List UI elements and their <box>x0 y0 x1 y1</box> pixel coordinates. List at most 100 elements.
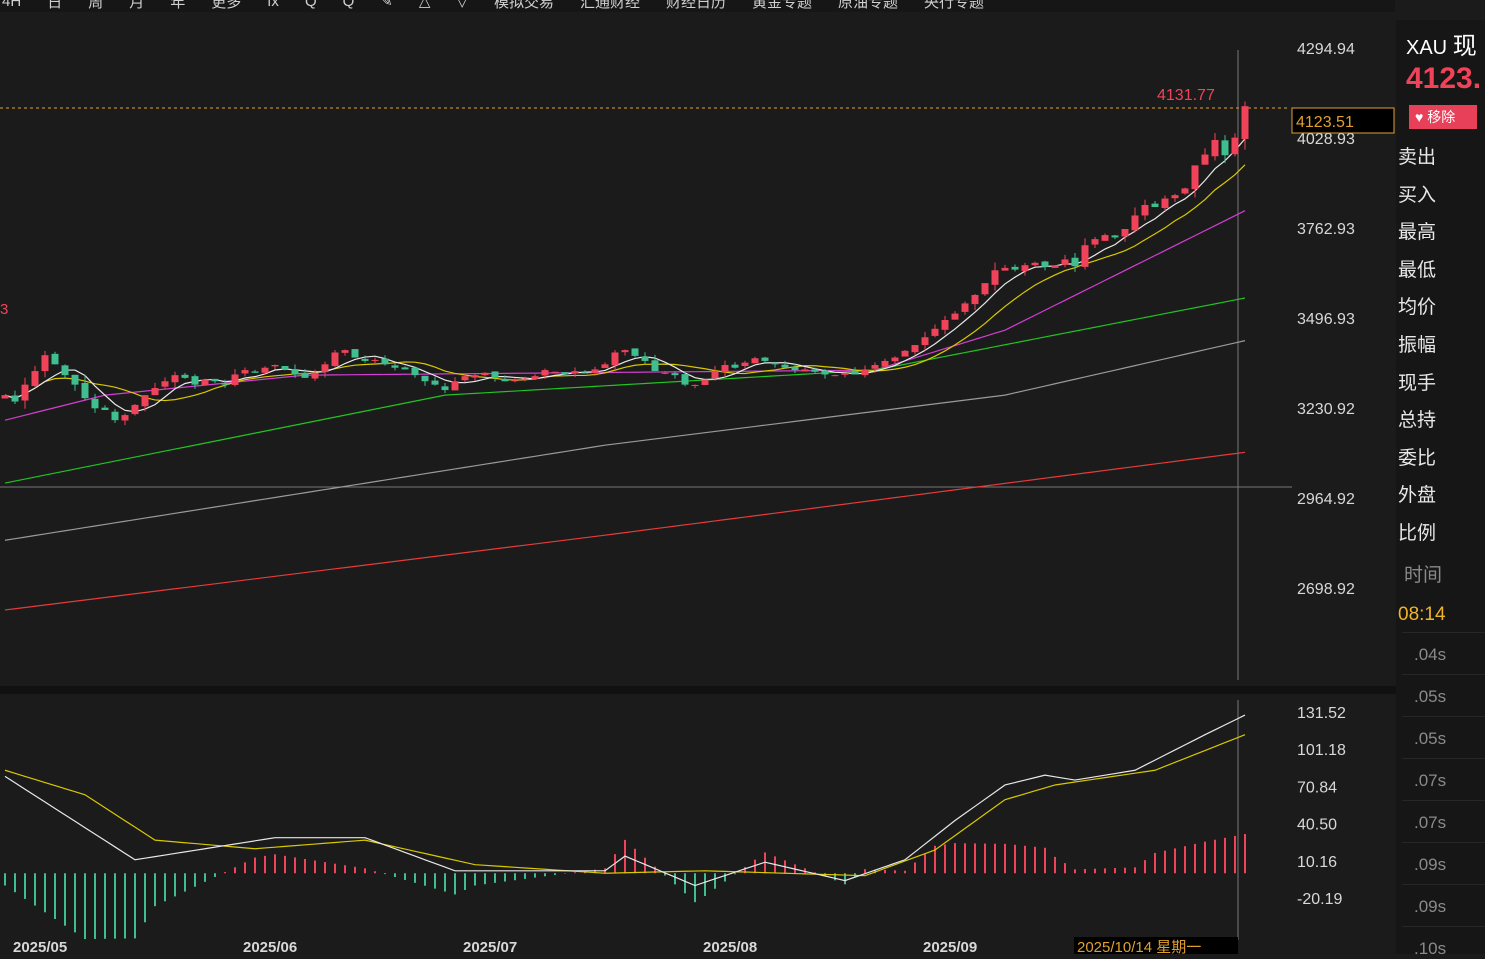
toolbar-item[interactable]: 原油专题 <box>838 0 899 11</box>
side-label: 比例 <box>1398 523 1437 544</box>
ma-line-ma270 <box>4 451 1246 611</box>
candle-body <box>661 372 669 374</box>
candle-body <box>1041 261 1049 267</box>
candle-body <box>1131 215 1139 231</box>
current-price-label: 4123.51 <box>1296 114 1354 131</box>
candle-body <box>681 374 689 385</box>
candle-body <box>131 404 139 415</box>
candle-body <box>301 372 309 378</box>
toolbar-item[interactable]: fx <box>267 0 279 10</box>
remove-favorite-button[interactable]: ♥ 移除 <box>1409 105 1477 129</box>
candle-body <box>961 303 969 312</box>
candle-body <box>981 283 989 295</box>
candle-body <box>461 376 469 381</box>
macd-axis-tick: 40.50 <box>1297 817 1337 834</box>
candle-body <box>41 355 49 372</box>
candle-body <box>451 381 459 391</box>
toolbar-item[interactable]: △ <box>418 0 431 10</box>
candle-body <box>141 395 149 407</box>
toolbar-item[interactable]: 周 <box>88 0 104 11</box>
candle-body <box>1201 154 1209 165</box>
candle-body <box>1061 259 1069 265</box>
candle-body <box>1 395 9 399</box>
current-price: 4123. <box>1406 62 1482 95</box>
candle-body <box>1171 195 1179 199</box>
candle-body <box>561 372 569 375</box>
candle-body <box>181 374 189 378</box>
candle-body <box>921 337 929 346</box>
current-price-box <box>1291 107 1395 134</box>
candle-body <box>541 370 549 376</box>
candle-body <box>241 370 249 374</box>
ma10-line <box>4 164 1246 402</box>
high-marker-label: 4131.77 <box>1157 87 1215 104</box>
toolbar-item[interactable]: 汇通财经 <box>579 0 640 11</box>
toolbar-item[interactable]: ✎ <box>380 0 393 10</box>
candle-body <box>581 372 589 374</box>
toolbar-item[interactable]: 年 <box>170 0 186 11</box>
candle-body <box>791 366 799 371</box>
candle-body <box>101 407 109 411</box>
time-row: .07s <box>1414 771 1447 790</box>
candle-body <box>951 313 959 320</box>
candle-body <box>801 369 809 372</box>
heart-icon: ♥ <box>1415 109 1424 125</box>
candle-body <box>481 372 489 376</box>
price-axis-tick: 3762.93 <box>1297 221 1355 238</box>
candle-body <box>1031 262 1039 266</box>
candle-body <box>601 364 609 369</box>
macd-axis-tick: -20.19 <box>1297 891 1342 908</box>
time-row: .10s <box>1414 939 1447 958</box>
toolbar-item[interactable]: 财经日历 <box>665 0 726 11</box>
candle-body <box>291 369 299 375</box>
candle-body <box>381 358 389 365</box>
macd-axis-tick: 10.16 <box>1297 854 1337 871</box>
candle-body <box>1161 198 1169 209</box>
toolbar-item[interactable]: 4H <box>2 0 22 10</box>
candle-body <box>431 380 439 385</box>
candle-body <box>21 384 29 401</box>
crosshair-date-label: 2025/10/14 星期一 <box>1077 939 1201 954</box>
candle-body <box>1211 140 1219 157</box>
ma-line-ma26 <box>4 210 1246 421</box>
toolbar-item[interactable]: 央行专题 <box>924 0 985 11</box>
candle-body <box>891 357 899 362</box>
ma-line-ma66 <box>4 297 1246 484</box>
toolbar-item[interactable]: ▽ <box>456 0 468 10</box>
side-label: 外盘 <box>1398 485 1437 507</box>
candle-body <box>751 358 759 364</box>
side-label: 委比 <box>1398 447 1437 469</box>
candle-body <box>911 345 919 353</box>
candle-body <box>611 352 619 366</box>
side-label: 现手 <box>1398 372 1437 394</box>
side-label: 卖出 <box>1398 147 1437 168</box>
candle-body <box>1051 265 1059 268</box>
candle-body <box>151 388 159 396</box>
candle-body <box>1121 228 1129 237</box>
toolbar-item[interactable]: 日 <box>47 0 63 11</box>
candle-body <box>91 398 99 409</box>
toolbar-item[interactable]: 模拟交易 <box>493 0 554 11</box>
side-label: 均价 <box>1398 297 1437 319</box>
time-row: .09s <box>1414 897 1447 916</box>
candle-body <box>1001 267 1009 271</box>
candle-body <box>991 270 999 285</box>
price-chart[interactable]: 4294.94 4028.93 3762.93 3496.93 3230.92 2964.… <box>0 0 1396 954</box>
toolbar-item[interactable]: Q <box>342 0 355 10</box>
candle-body <box>1191 165 1199 190</box>
time-row: .07s <box>1414 813 1447 832</box>
toolbar-item[interactable]: 更多 <box>211 0 242 11</box>
candle-body <box>971 294 979 305</box>
toolbar-item[interactable]: 月 <box>129 0 145 11</box>
candle-body <box>391 365 399 368</box>
macd-axis-tick: 131.52 <box>1297 705 1346 722</box>
toolbar-item[interactable]: Q <box>304 0 317 10</box>
candle-body <box>1091 239 1099 245</box>
time-row: .05s <box>1414 687 1447 706</box>
candle-body <box>861 369 869 376</box>
candle-body <box>211 378 219 382</box>
candle-body <box>331 352 339 367</box>
date-axis-label: 2025/08 <box>703 939 757 954</box>
candle-body <box>71 374 79 385</box>
toolbar-item[interactable]: 黄金专题 <box>752 0 813 11</box>
